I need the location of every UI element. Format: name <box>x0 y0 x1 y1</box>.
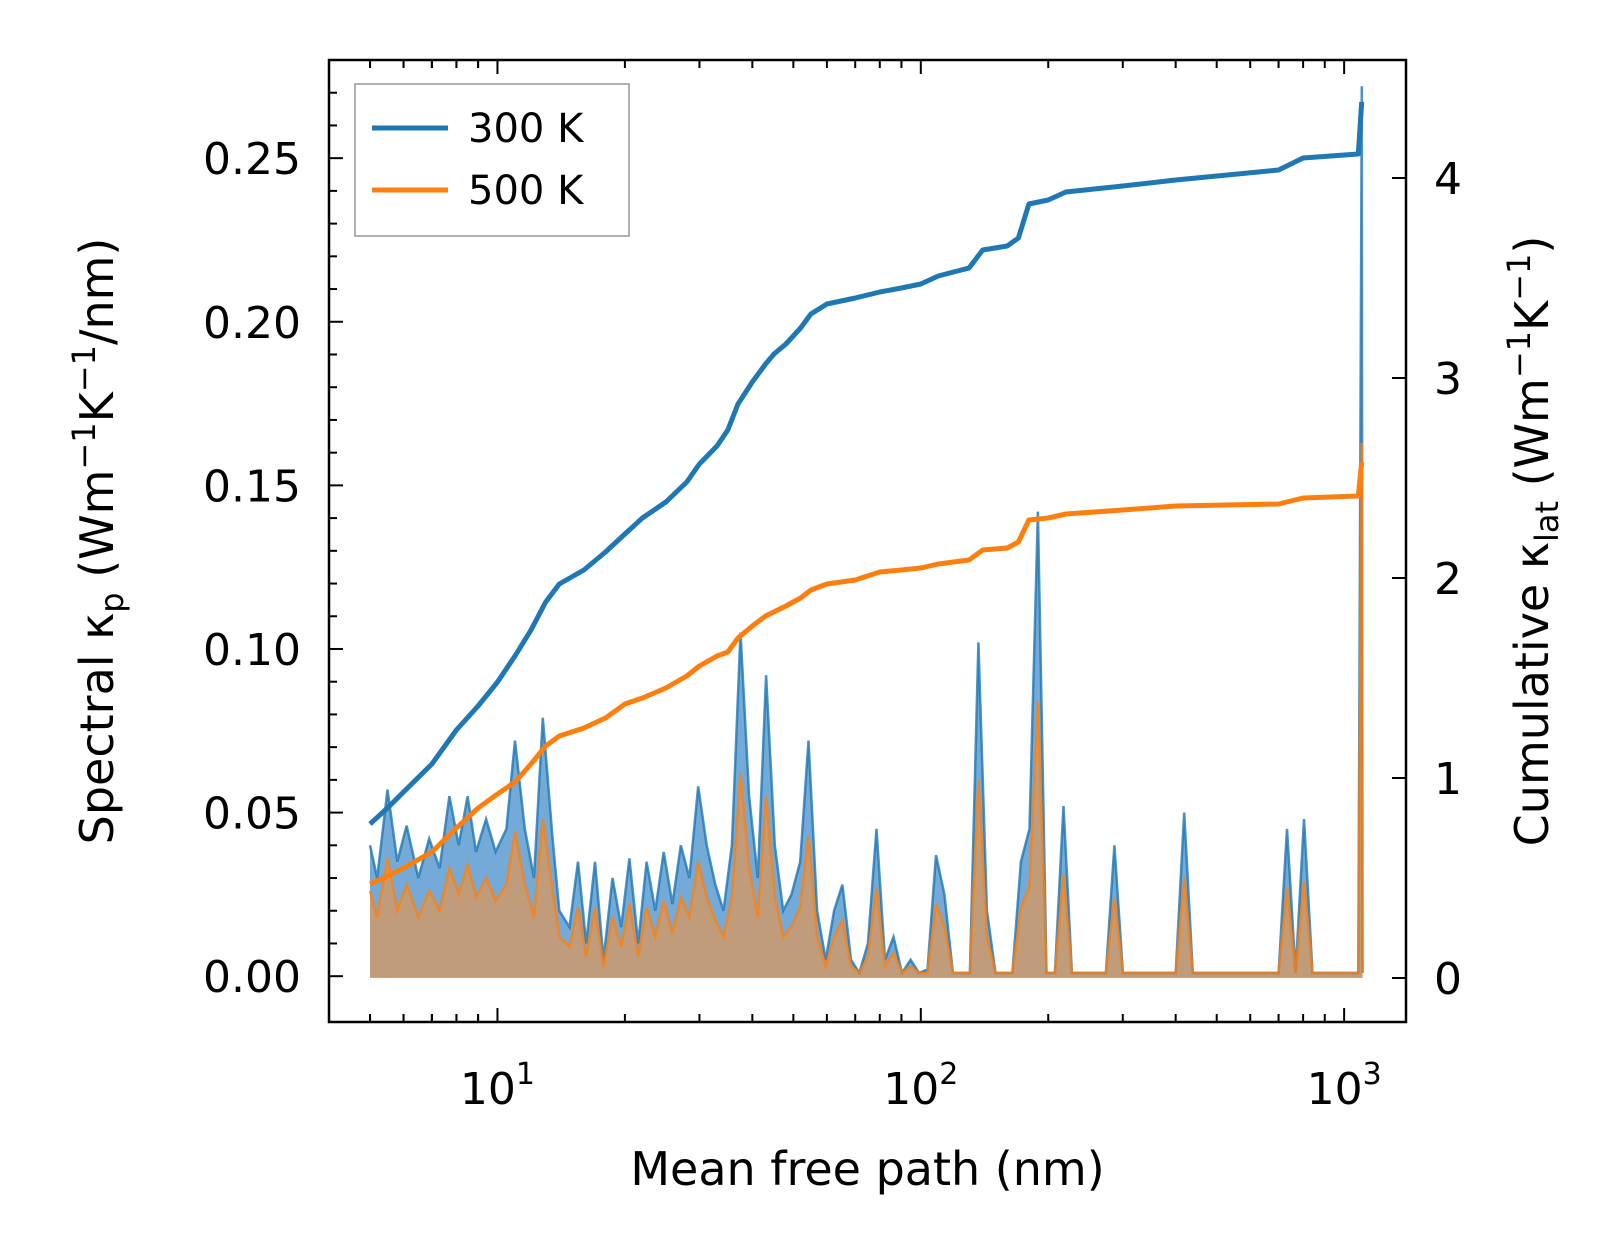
x-tick-label-base: 10 <box>883 1064 939 1115</box>
cumulative-line-300k <box>368 101 1365 826</box>
y-left-label-unit-suffix: /nm) <box>70 238 124 345</box>
x-tick-label-base: 10 <box>460 1064 516 1115</box>
y-left-tick-label: 0.25 <box>203 134 301 185</box>
y-left-tick-label: 0.15 <box>203 461 301 512</box>
x-tick-label: 102 <box>883 1057 958 1115</box>
x-tick-label: 103 <box>1307 1057 1382 1115</box>
y-axis-left-label: Spectral κp (Wm−1K−1/nm) <box>65 238 131 845</box>
y-left-label-main: Spectral κ <box>70 613 124 845</box>
y-right-label-unit-suffix: ) <box>1505 236 1559 254</box>
y-left-tick-label: 0.10 <box>203 625 301 676</box>
y-right-label-unit-mid: K <box>1505 299 1559 331</box>
spectral-line-layer <box>368 86 1364 978</box>
y-right-label-sup2: −1 <box>1500 254 1538 301</box>
spectral-fill-layer <box>370 86 1363 977</box>
plot-frame <box>327 58 1408 1024</box>
legend-box <box>354 83 630 237</box>
spectral-area-500k <box>370 442 1363 977</box>
legend: 300 K 500 K <box>354 83 630 237</box>
spectral-line-500k <box>368 442 1364 975</box>
y-left-label-unit-mid: K <box>70 390 124 422</box>
x-tick-label-base: 10 <box>1307 1064 1363 1115</box>
y-left-label-sup1: −1 <box>65 422 103 469</box>
y-right-tick-label: 3 <box>1434 354 1462 405</box>
x-tick-label-exp: 2 <box>939 1057 958 1092</box>
y-left-tick-label: 0.20 <box>203 298 301 349</box>
y-right-tick-label: 2 <box>1434 554 1462 605</box>
y-left-tick-label: 0.05 <box>203 789 301 840</box>
cumulative-line-layer <box>368 101 1365 887</box>
x-axis-label: Mean free path (nm) <box>630 1142 1104 1196</box>
x-tick-label-exp: 1 <box>516 1057 535 1092</box>
y-left-tick-label: 0.00 <box>203 952 301 1003</box>
x-tick-label-exp: 3 <box>1363 1057 1382 1092</box>
y-left-label-sub: p <box>93 592 131 612</box>
tick-layer <box>328 60 1406 1022</box>
legend-label-500k: 500 K <box>468 168 585 214</box>
y-right-label-sup1: −1 <box>1500 331 1538 378</box>
y-right-label-unit-prefix: (Wm <box>1505 378 1559 501</box>
y-right-label-sub: lat <box>1528 501 1566 542</box>
y-right-tick-label: 4 <box>1434 154 1462 205</box>
y-left-label-sup2: −1 <box>65 345 103 392</box>
y-axis-right-label: Cumulative κlat (Wm−1K−1) <box>1500 236 1566 847</box>
y-left-label-unit-prefix: (Wm <box>70 470 124 593</box>
cumulative-line-500k <box>368 461 1365 887</box>
y-right-tick-label: 0 <box>1434 954 1462 1005</box>
y-right-tick-label: 1 <box>1434 754 1462 805</box>
y-right-label-main: Cumulative κ <box>1505 542 1559 846</box>
legend-label-300k: 300 K <box>468 106 585 152</box>
x-tick-label: 101 <box>460 1057 535 1115</box>
